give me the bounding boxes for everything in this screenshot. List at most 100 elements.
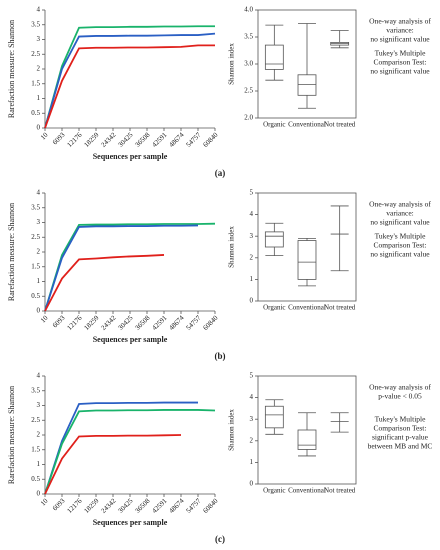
y-tick-label: 3: [37, 218, 41, 226]
series-line: [44, 222, 216, 312]
y-tick-label: 5: [250, 189, 254, 197]
x-tick-label: 12176: [66, 314, 84, 332]
x-axis-title: Sequences per sample: [93, 335, 168, 344]
x-tick-label: 24342: [100, 497, 118, 515]
annotation: variance:: [386, 26, 413, 35]
annotation: Tukey's Multiple: [375, 49, 427, 58]
x-tick-label: 60840: [202, 314, 220, 332]
x-axis-title: Sequences per sample: [93, 152, 168, 161]
annotation: p-value < 0.05: [378, 392, 422, 401]
y-tick-label: 2.0: [244, 114, 253, 122]
annotation: One-way analysis of: [369, 17, 431, 26]
x-axis-title: Sequences per sample: [93, 518, 168, 527]
y-tick-label: 3.5: [244, 33, 253, 41]
x-tick-label: 60840: [202, 497, 220, 515]
y-tick-label: 2.5: [31, 416, 40, 424]
x-tick-label: 12176: [66, 497, 84, 515]
x-tick-label: 42591: [151, 314, 169, 332]
y-axis-title: Rarefaction measure: Shannon: [7, 203, 16, 301]
x-tick-label: 54757: [185, 131, 203, 149]
category-label: Conventional: [288, 304, 326, 312]
x-tick-label: 24342: [100, 131, 118, 149]
x-tick-label: 54757: [185, 314, 203, 332]
x-tick-label: 18259: [83, 497, 101, 515]
x-tick-label: 48674: [168, 314, 186, 332]
annotation: Comparison Test:: [374, 241, 427, 250]
y-tick-label: 4: [250, 393, 254, 401]
y-tick-label: 4: [37, 6, 41, 14]
y-tick-label: 0: [37, 124, 41, 132]
y-tick-label: 0: [37, 307, 41, 315]
y-tick-label: 2: [250, 436, 254, 444]
category-label: Conventional: [288, 487, 326, 495]
box: [297, 429, 317, 450]
series-line: [44, 224, 199, 312]
x-tick-label: 24342: [100, 314, 118, 332]
y-tick-label: 4.0: [244, 6, 253, 14]
x-tick-label: 10: [39, 497, 50, 508]
annotation: One-way analysis of: [369, 200, 431, 209]
y-axis-title: Shannon index: [228, 409, 236, 451]
y-axis-title: Rarefaction measure: Shannon: [7, 386, 16, 484]
y-tick-label: 3.0: [244, 60, 253, 68]
y-tick-label: 2: [37, 248, 41, 256]
x-tick-label: 30425: [117, 497, 135, 515]
annotation: variance:: [386, 209, 413, 218]
annotation: no significant value: [370, 250, 430, 259]
y-axis-title: Shannon index: [228, 43, 236, 85]
box: [264, 405, 284, 429]
y-tick-label: 3: [37, 401, 41, 409]
y-tick-label: 2: [37, 431, 41, 439]
x-tick-label: 10: [39, 131, 50, 142]
x-tick-label: 30425: [117, 131, 135, 149]
y-tick-label: 3.5: [31, 20, 40, 28]
annotation: Tukey's Multiple: [375, 415, 427, 424]
x-tick-label: 36508: [134, 131, 152, 149]
y-tick-label: 3.5: [31, 386, 40, 394]
series-line: [44, 44, 215, 129]
y-tick-label: 3: [37, 35, 41, 43]
x-tick-label: 30425: [117, 314, 135, 332]
series-line: [44, 434, 182, 495]
annotation: Comparison Test:: [374, 58, 427, 67]
box: [297, 240, 317, 280]
series-line: [44, 254, 165, 312]
y-tick-label: 1.5: [31, 262, 40, 270]
y-tick-label: 1: [37, 277, 41, 285]
plot-frame: [257, 375, 357, 485]
y-tick-label: 1: [250, 458, 254, 466]
y-axis-title: Shannon index: [228, 226, 236, 268]
category-label: Organic: [263, 304, 285, 312]
x-tick-label: 12176: [66, 131, 84, 149]
box: [264, 44, 284, 70]
x-tick-label: 18259: [83, 131, 101, 149]
x-tick-label: 42591: [151, 497, 169, 515]
category-label: Not treated: [324, 121, 356, 129]
panel-label: (b): [215, 351, 226, 361]
y-tick-label: 0: [37, 490, 41, 498]
box: [264, 231, 284, 248]
y-tick-label: 2: [37, 65, 41, 73]
x-tick-label: 6093: [51, 497, 67, 513]
annotation: no significant value: [370, 67, 430, 76]
x-tick-label: 18259: [83, 314, 101, 332]
y-tick-label: 2.5: [31, 233, 40, 241]
y-tick-label: 3: [250, 415, 254, 423]
x-tick-label: 60840: [202, 131, 220, 149]
annotation: no significant value: [370, 218, 430, 227]
y-tick-label: 4: [250, 210, 254, 218]
x-tick-label: 48674: [168, 131, 186, 149]
category-label: Organic: [263, 121, 285, 129]
box: [297, 74, 317, 96]
x-tick-label: 6093: [51, 131, 67, 147]
annotation: significant p-value: [372, 433, 429, 442]
y-tick-label: 2: [250, 253, 254, 261]
y-tick-label: 1: [37, 460, 41, 468]
y-tick-label: 1: [37, 94, 41, 102]
y-tick-label: 4: [37, 372, 41, 380]
series-line: [44, 25, 215, 129]
annotation: no significant value: [370, 35, 430, 44]
y-axis-title: Rarefaction measure: Shannon: [7, 20, 16, 118]
y-tick-label: 3.5: [31, 203, 40, 211]
